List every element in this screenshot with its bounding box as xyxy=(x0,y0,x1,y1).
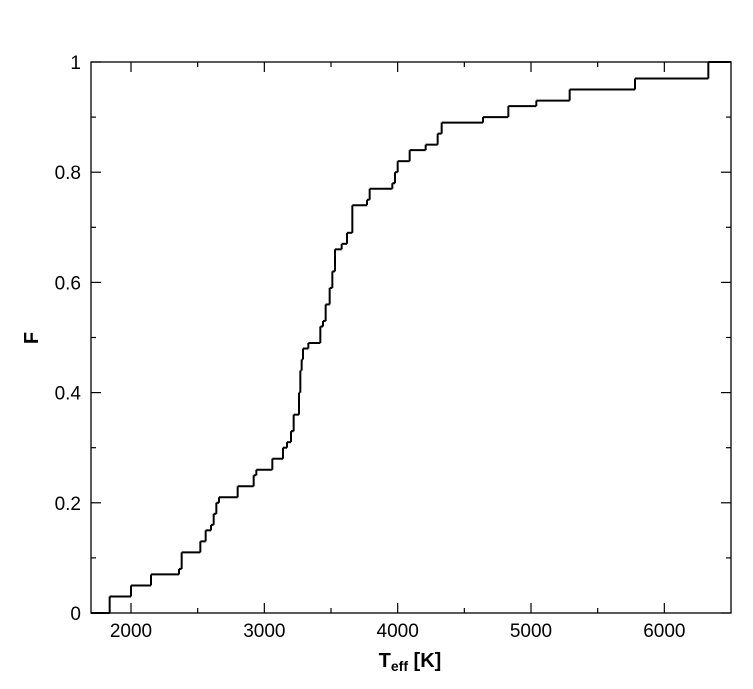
x-tick-label: 4000 xyxy=(377,621,419,642)
y-tick-label: 0 xyxy=(70,604,81,625)
y-axis-label: F xyxy=(21,332,43,344)
x-tick-label: 3000 xyxy=(243,621,285,642)
y-tick-label: 0.8 xyxy=(55,163,81,184)
x-label-rest: [K] xyxy=(408,650,441,672)
y-tick-label: 0.2 xyxy=(55,494,81,515)
x-axis-label: Teff [K] xyxy=(379,650,442,674)
x-tick-label: 2000 xyxy=(110,621,152,642)
x-label-sub: eff xyxy=(391,658,408,674)
y-tick-label: 0.4 xyxy=(55,384,82,405)
y-tick-label: 1 xyxy=(70,53,81,74)
x-tick-label: 6000 xyxy=(643,621,685,642)
x-label-main: T xyxy=(379,650,391,672)
plot-frame xyxy=(90,61,732,614)
y-tick-label: 0.6 xyxy=(55,273,81,294)
x-tick-label: 5000 xyxy=(510,621,552,642)
